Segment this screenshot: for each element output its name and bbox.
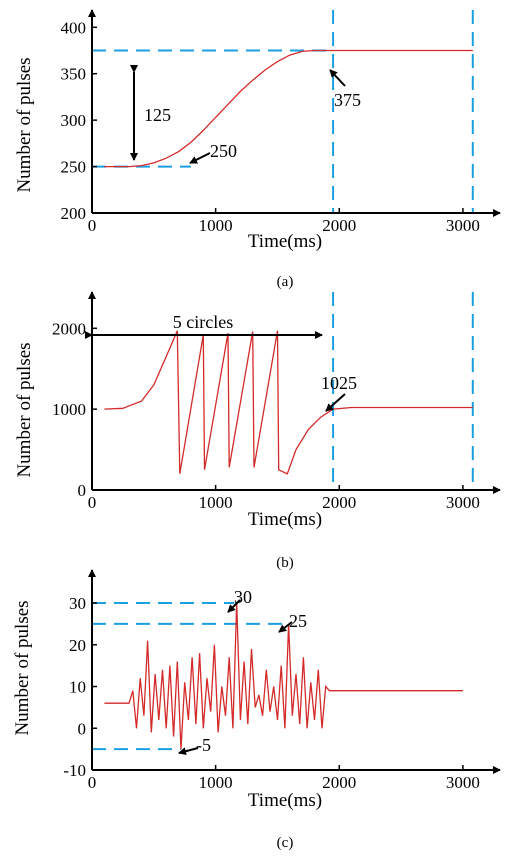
panel-b-caption: (b) [276, 555, 294, 571]
x-tick-label: 2000 [322, 773, 356, 792]
panel-b-axes [88, 291, 501, 494]
x-tick-label: 3000 [446, 216, 480, 235]
y-tick-label: 400 [61, 18, 87, 37]
y-tick-label: 10 [69, 678, 86, 697]
panel-c-line [104, 602, 463, 750]
y-tick-label: 30 [69, 594, 86, 613]
panel-c-refs [92, 602, 289, 751]
panel-c-25-pointer [278, 621, 293, 633]
x-tick-label: 1000 [199, 773, 233, 792]
panel-a-250-label: 250 [210, 141, 237, 161]
panel-c-30-pointer [227, 599, 241, 613]
panel-c-25-label: 25 [289, 611, 307, 631]
panel-a-refs [92, 10, 474, 213]
panel-c-axes [88, 569, 501, 774]
x-tick-label: 2000 [322, 216, 356, 235]
panel-a-ylabel: Number of pulses [14, 57, 35, 192]
panel-c-caption: (c) [277, 835, 294, 851]
panel-a-caption: (a) [277, 274, 294, 290]
panel-a-ticks: 0 1000 2000 3000 200 250 300 350 400 [61, 18, 480, 235]
panel-c-30-label: 30 [234, 587, 252, 607]
panel-b-ticks: 0 1000 2000 3000 0 1000 2000 [52, 319, 480, 512]
panel-a-xlabel: Time(ms) [248, 231, 322, 252]
x-tick-label: 0 [88, 773, 97, 792]
y-tick-label: 20 [69, 636, 86, 655]
y-tick-label: 0 [78, 719, 87, 738]
panel-b-refs [332, 292, 474, 490]
panel-c-neg5-label: -5 [196, 735, 211, 755]
panel-b-ylabel: Number of pulses [14, 342, 35, 477]
x-tick-label: 3000 [446, 773, 480, 792]
y-tick-label: 250 [61, 158, 87, 177]
x-tick-label: 0 [88, 493, 97, 512]
x-tick-label: 1000 [199, 216, 233, 235]
panel-c-neg5-pointer [178, 747, 199, 756]
x-tick-label: 3000 [446, 493, 480, 512]
x-tick-label: 1000 [199, 493, 233, 512]
panel-c-xlabel: Time(ms) [248, 790, 322, 811]
y-tick-label: 350 [61, 65, 87, 84]
panel-a-125-label: 125 [144, 105, 171, 125]
y-tick-label: 200 [61, 204, 87, 223]
series-line [104, 49, 473, 168]
panel-b-xlabel: Time(ms) [248, 509, 322, 530]
panel-a-375-label: 375 [334, 90, 361, 110]
x-tick-label: 0 [88, 216, 97, 235]
panel-b-5-circles-label: 5 circles [173, 312, 233, 332]
y-tick-label: 300 [61, 111, 87, 130]
series-line [104, 602, 463, 750]
y-tick-label: 2000 [52, 319, 86, 338]
panel-b-line [104, 330, 473, 475]
panel-b-1025-pointer [325, 393, 346, 412]
panel-a-375-pointer [329, 69, 346, 87]
panel-c-ylabel: Number of pulses [12, 600, 33, 735]
panel-a-line [104, 49, 473, 168]
x-tick-label: 2000 [322, 493, 356, 512]
y-tick-label: -10 [63, 761, 86, 780]
panel-a-axes [88, 9, 501, 217]
series-line [104, 330, 473, 475]
y-tick-label: 1000 [52, 400, 86, 419]
panel-a: 0 1000 2000 3000 200 250 300 350 400 Number of p… [14, 9, 501, 290]
y-tick-label: 0 [78, 481, 87, 500]
panel-b-1025-label: 1025 [321, 373, 357, 393]
panel-a-250-pointer [189, 152, 211, 164]
